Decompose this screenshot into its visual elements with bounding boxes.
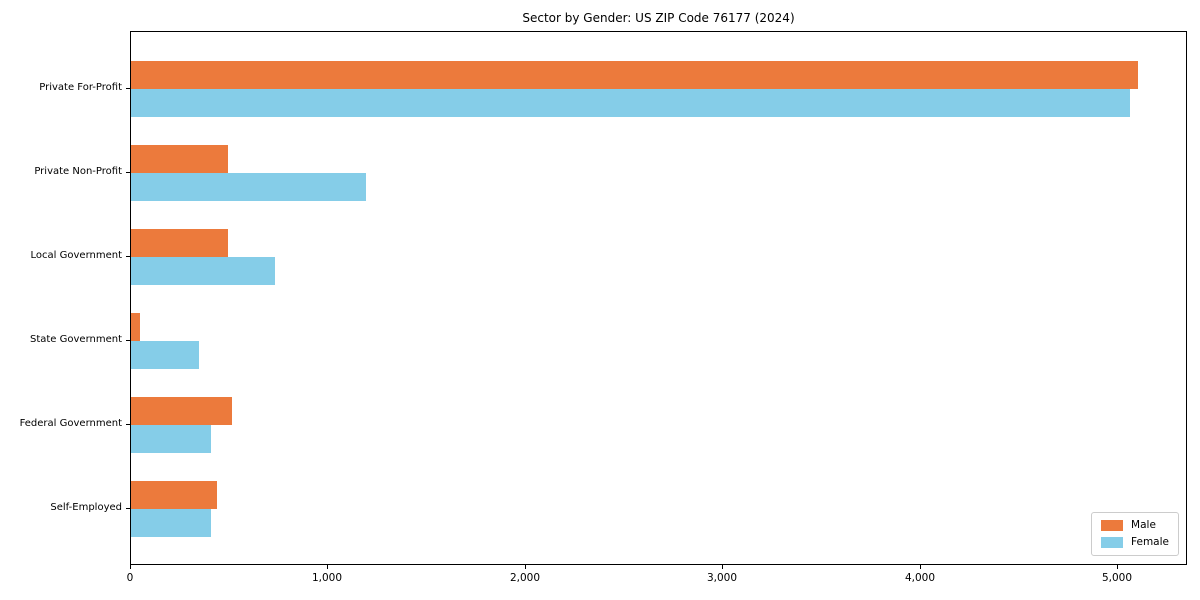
- bar-private-for-profit-male: [131, 61, 1138, 89]
- y-tick-mark: [126, 508, 130, 509]
- x-tick-label-3-000: 3,000: [706, 572, 738, 584]
- x-tick-label-1-000: 1,000: [311, 572, 343, 584]
- bar-state-government-female: [131, 341, 199, 369]
- x-tick-mark: [130, 565, 131, 569]
- x-tick-mark: [1117, 565, 1118, 569]
- bar-local-government-female: [131, 257, 275, 285]
- x-tick-mark: [327, 565, 328, 569]
- y-tick-label-local-government: Local Government: [30, 250, 122, 261]
- female-swatch: [1101, 537, 1124, 548]
- male-swatch: [1101, 520, 1124, 531]
- legend: Male Female: [1091, 512, 1179, 556]
- legend-item-female: Female: [1101, 537, 1169, 548]
- y-tick-label-state-government: State Government: [29, 334, 122, 345]
- bar-federal-government-male: [131, 397, 232, 425]
- chart-title: Sector by Gender: US ZIP Code 76177 (202…: [522, 11, 795, 25]
- bar-self-employed-male: [131, 481, 217, 509]
- bar-private-non-profit-female: [131, 173, 366, 201]
- legend-label-male: Male: [1131, 519, 1156, 531]
- x-tick-label-4-000: 4,000: [904, 572, 936, 584]
- bar-state-government-male: [131, 313, 140, 341]
- y-tick-label-private-for-profit: Private For-Profit: [39, 82, 122, 93]
- x-tick-mark: [920, 565, 921, 569]
- x-tick-label-5-000: 5,000: [1101, 572, 1133, 584]
- legend-label-female: Female: [1131, 536, 1169, 548]
- y-tick-label-private-non-profit: Private Non-Profit: [34, 166, 122, 177]
- y-tick-mark: [126, 424, 130, 425]
- x-tick-mark: [722, 565, 723, 569]
- bar-private-for-profit-female: [131, 89, 1130, 117]
- y-tick-mark: [126, 88, 130, 89]
- y-tick-mark: [126, 340, 130, 341]
- y-tick-mark: [126, 256, 130, 257]
- x-tick-mark: [525, 565, 526, 569]
- y-tick-mark: [126, 172, 130, 173]
- bar-self-employed-female: [131, 509, 211, 537]
- legend-item-male: Male: [1101, 520, 1169, 531]
- plot-area: Male Female: [130, 31, 1187, 565]
- x-tick-label-0: 0: [126, 572, 134, 584]
- bar-private-non-profit-male: [131, 145, 228, 173]
- bar-federal-government-female: [131, 425, 211, 453]
- bar-local-government-male: [131, 229, 228, 257]
- x-tick-label-2-000: 2,000: [509, 572, 541, 584]
- y-tick-label-self-employed: Self-Employed: [50, 502, 122, 513]
- y-tick-label-federal-government: Federal Government: [19, 418, 122, 429]
